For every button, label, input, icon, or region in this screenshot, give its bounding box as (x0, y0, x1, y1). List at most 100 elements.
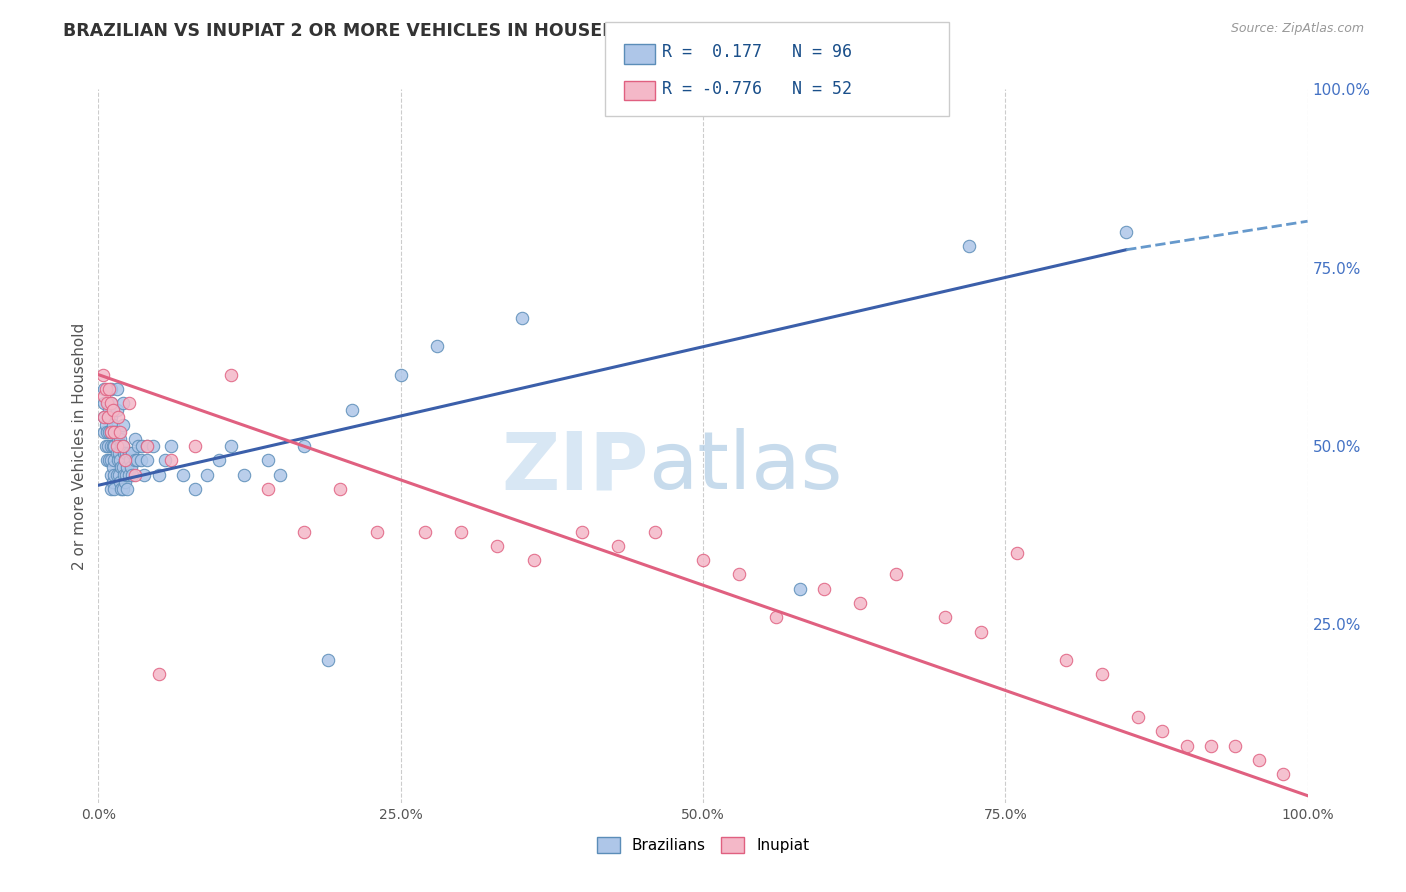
Point (108, 425, 131, 439)
Point (849, 596, 872, 610)
Point (127, 439, 149, 453)
Point (110, 439, 132, 453)
Point (111, 439, 134, 453)
Point (93, 425, 115, 439)
Point (111, 417, 134, 432)
Point (426, 339, 449, 353)
Point (692, 553, 714, 567)
Point (108, 453, 131, 467)
Point (134, 467, 156, 482)
Point (112, 467, 135, 482)
Point (105, 425, 128, 439)
Point (148, 467, 170, 482)
Point (111, 396, 134, 410)
Point (100, 439, 122, 453)
Point (135, 439, 157, 453)
Point (103, 453, 125, 467)
Point (98, 382, 121, 396)
Point (101, 475, 124, 489)
Point (292, 524, 315, 539)
Point (1272, 767, 1295, 781)
Point (413, 524, 436, 539)
Point (135, 439, 157, 453)
Point (100, 382, 122, 396)
Point (1249, 753, 1271, 767)
Point (96, 425, 118, 439)
Point (101, 460, 124, 475)
Point (100, 482, 122, 496)
Text: ZIP: ZIP (502, 428, 648, 507)
Point (1054, 653, 1077, 667)
Point (118, 453, 141, 467)
Point (765, 610, 787, 624)
Point (107, 410, 129, 425)
Point (105, 439, 128, 453)
Point (108, 446, 131, 460)
Point (124, 432, 146, 446)
Point (97, 410, 120, 425)
Point (98, 403, 121, 417)
Legend: Brazilians, Inupiat: Brazilians, Inupiat (591, 831, 815, 859)
Point (108, 467, 131, 482)
Point (131, 439, 153, 453)
Point (172, 467, 194, 482)
Point (970, 624, 993, 639)
Point (110, 460, 132, 475)
Point (97, 396, 120, 410)
Point (118, 467, 141, 482)
Point (114, 453, 136, 467)
Point (571, 524, 593, 539)
Point (114, 475, 136, 489)
Point (728, 567, 751, 582)
Point (93, 389, 115, 403)
Point (789, 582, 811, 596)
Point (195, 467, 218, 482)
Point (103, 467, 125, 482)
Text: atlas: atlas (648, 428, 844, 507)
Point (94, 382, 117, 396)
Point (100, 396, 122, 410)
Point (813, 582, 835, 596)
Point (221, 439, 243, 453)
Point (120, 460, 142, 475)
Point (1175, 739, 1198, 753)
Point (93, 382, 115, 396)
Point (98, 425, 121, 439)
Point (100, 425, 122, 439)
Point (100, 410, 122, 425)
Point (108, 475, 131, 489)
Point (118, 446, 141, 460)
Point (115, 446, 138, 460)
Point (184, 482, 207, 496)
Point (100, 453, 122, 467)
Point (292, 439, 315, 453)
Point (510, 310, 533, 325)
Point (96, 453, 118, 467)
Point (111, 482, 134, 496)
Point (96, 396, 118, 410)
Point (105, 382, 128, 396)
Point (1091, 667, 1114, 681)
Point (111, 460, 134, 475)
Point (107, 453, 129, 467)
Point (107, 432, 129, 446)
Point (103, 439, 125, 453)
Point (607, 539, 630, 553)
Point (112, 446, 135, 460)
Point (97, 439, 120, 453)
Point (135, 453, 157, 467)
Point (108, 425, 131, 439)
Point (97, 410, 120, 425)
Y-axis label: 2 or more Vehicles in Household: 2 or more Vehicles in Household (72, 322, 87, 570)
Point (101, 403, 124, 417)
Point (100, 467, 122, 482)
Point (93, 396, 115, 410)
Point (1223, 739, 1246, 753)
Point (184, 439, 207, 453)
Point (1115, 225, 1137, 239)
Point (256, 453, 278, 467)
Point (1199, 739, 1222, 753)
Point (1007, 546, 1029, 560)
Text: R = -0.776   N = 52: R = -0.776 N = 52 (662, 79, 852, 97)
Point (366, 524, 388, 539)
